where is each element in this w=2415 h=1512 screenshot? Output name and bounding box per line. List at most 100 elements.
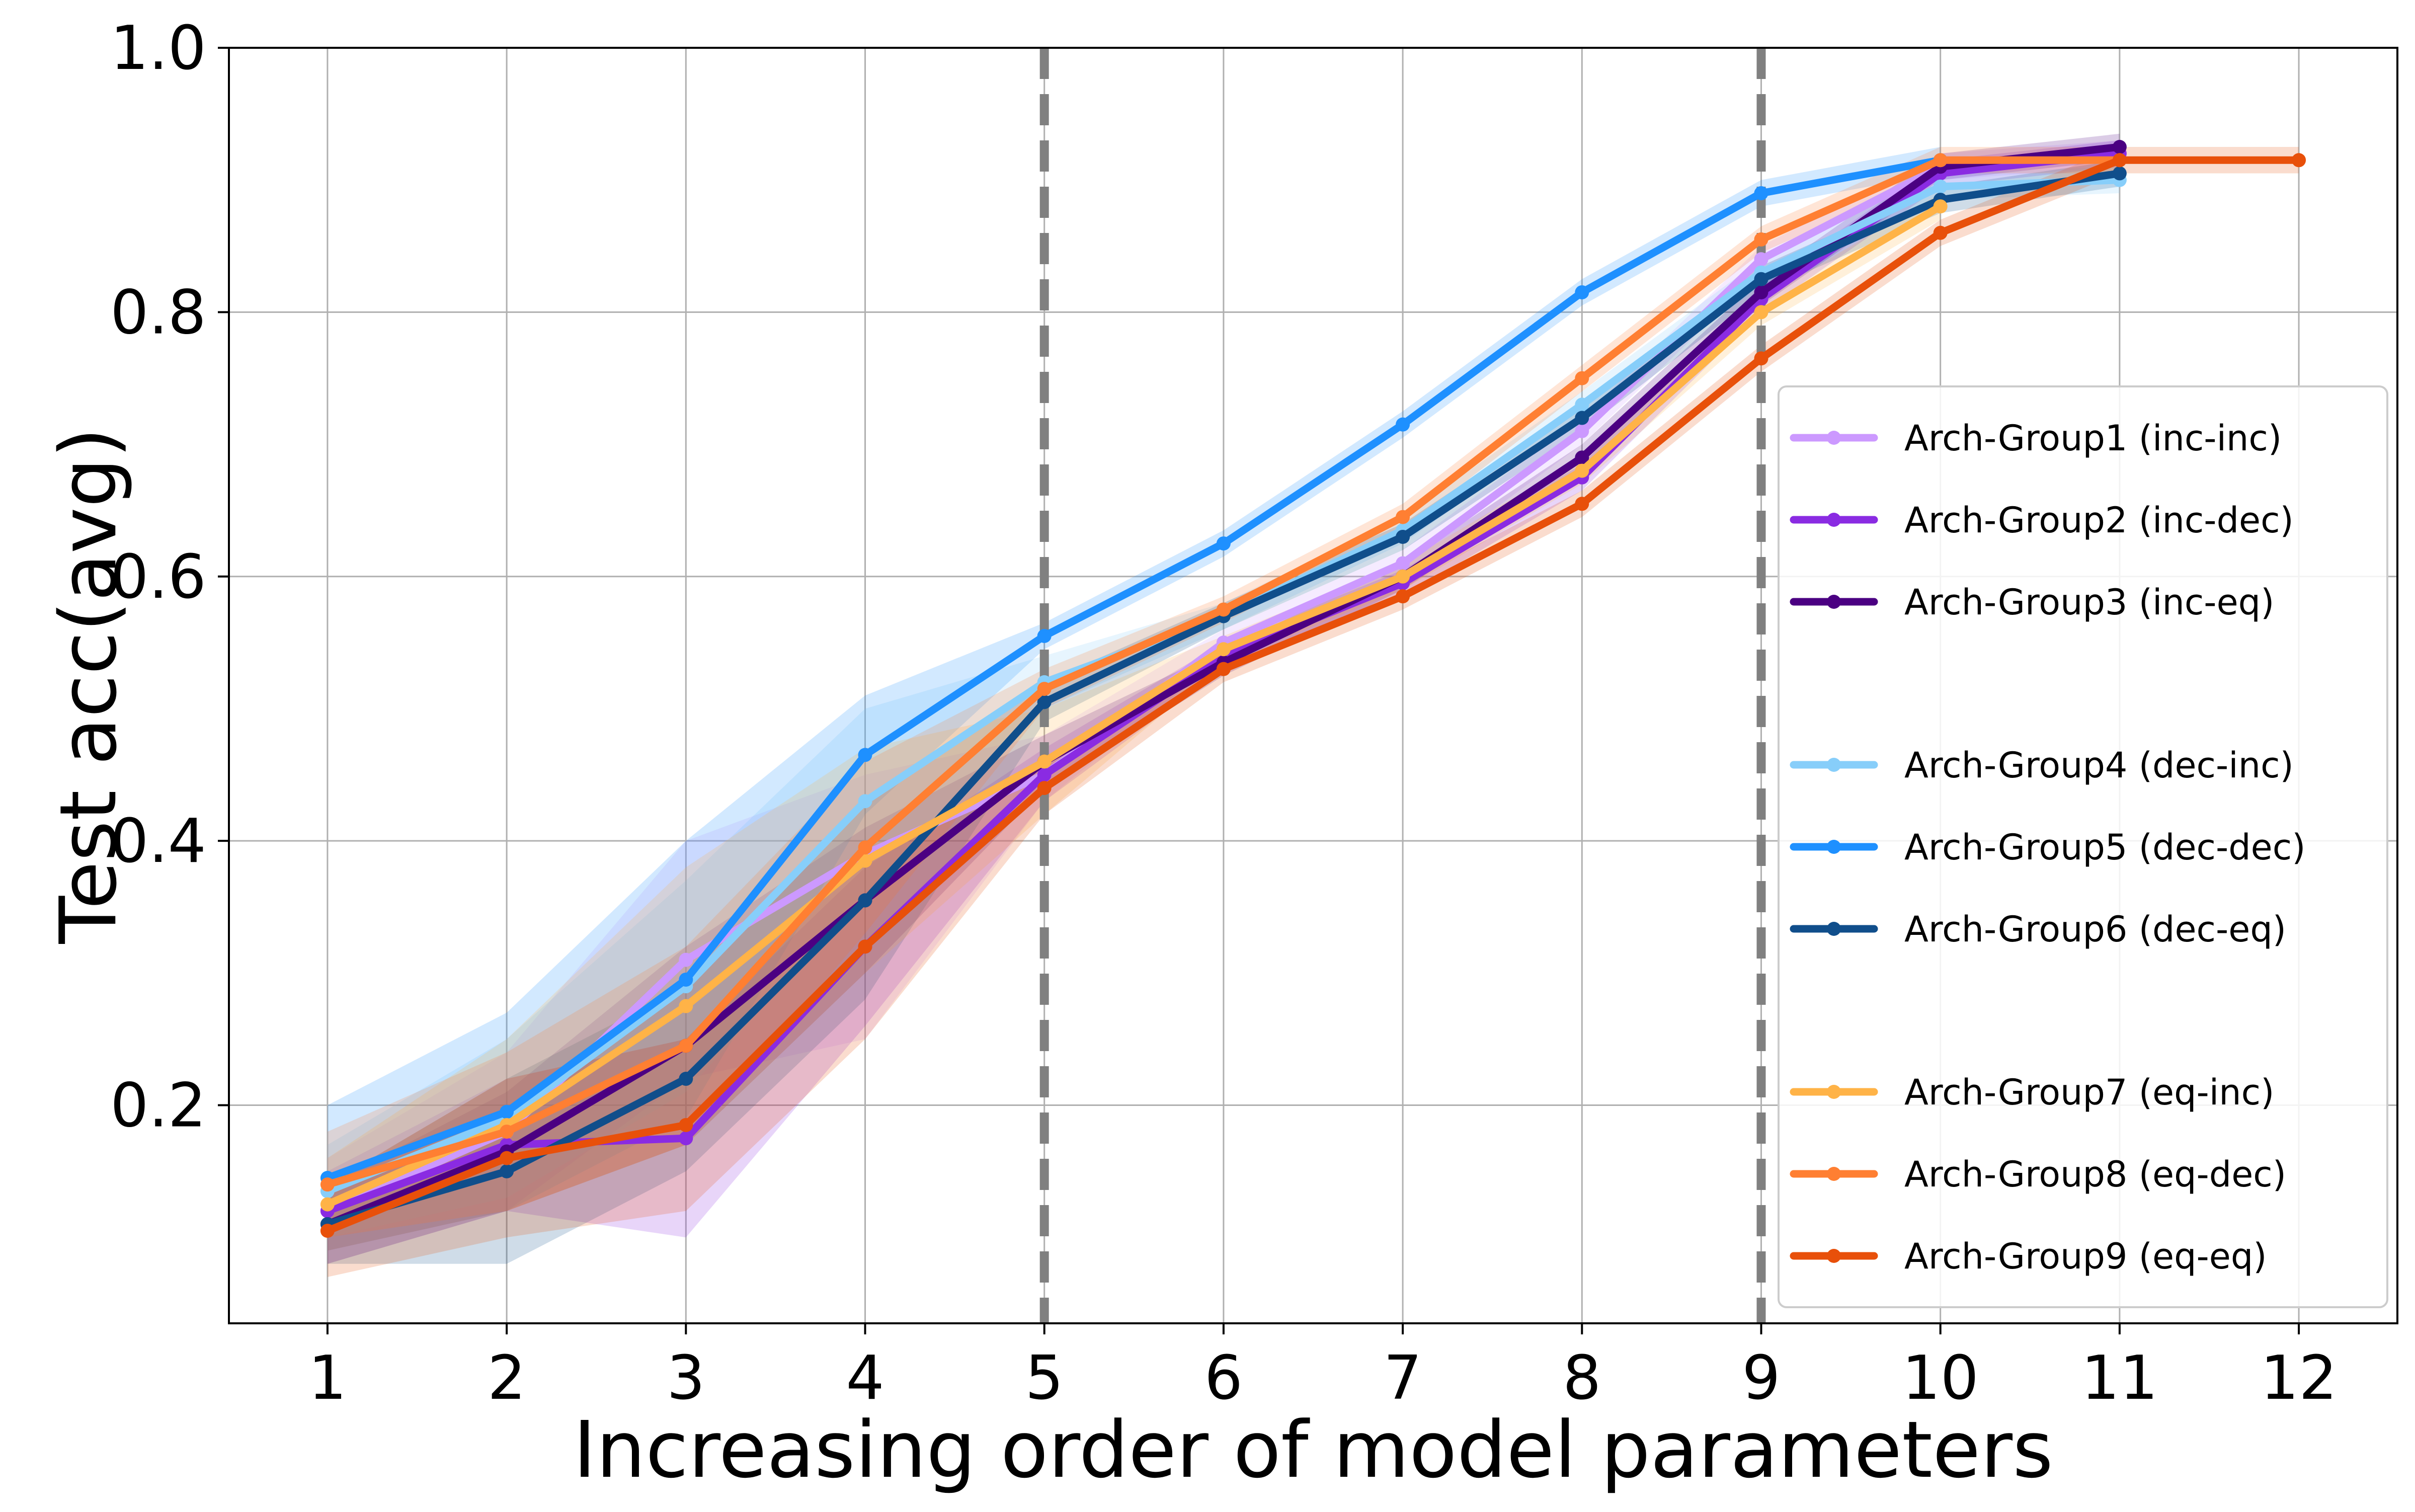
data-point — [1933, 225, 1948, 240]
x-axis-label: Increasing order of model parameters — [573, 1404, 2053, 1495]
x-tick-label: 4 — [846, 1343, 884, 1413]
data-point — [1575, 450, 1589, 465]
x-tick-label: 5 — [1025, 1343, 1064, 1413]
confidence-band — [327, 140, 2120, 1264]
series-line — [324, 202, 1945, 1209]
x-tick-label: 11 — [2081, 1343, 2158, 1413]
data-point — [858, 794, 872, 809]
data-point — [679, 952, 693, 967]
series-line — [324, 156, 2303, 1235]
x-tick-label: 10 — [1902, 1343, 1979, 1413]
legend-label: Arch-Group2 (inc-dec) — [1904, 500, 2294, 541]
y-tick-label: 0.2 — [110, 1071, 206, 1141]
data-point — [858, 853, 872, 868]
series-line — [324, 156, 1945, 1182]
x-tick-label: 9 — [1742, 1343, 1780, 1413]
legend-marker — [1827, 595, 1841, 609]
data-point — [858, 939, 872, 954]
legend-marker — [1827, 431, 1841, 445]
data-point — [500, 1104, 514, 1119]
data-point — [1216, 662, 1231, 676]
data-point — [1754, 186, 1768, 200]
data-point — [1037, 628, 1052, 643]
legend: Arch-Group1 (inc-inc) Arch-Group2 (inc-de… — [1778, 385, 2388, 1308]
data-point — [1216, 602, 1231, 617]
data-point — [858, 840, 872, 855]
y-tick-label: 0.4 — [110, 807, 206, 877]
y-tick-label: 1.0 — [110, 14, 206, 84]
legend-marker — [1827, 758, 1841, 772]
y-axis-label: Test acc(avg) — [43, 428, 134, 944]
data-point — [679, 999, 693, 1013]
data-point — [679, 1072, 693, 1086]
data-point — [1575, 397, 1589, 412]
legend-marker — [1827, 1167, 1841, 1181]
x-tick-label: 3 — [667, 1343, 705, 1413]
x-tick-label: 8 — [1563, 1343, 1601, 1413]
data-point — [1037, 754, 1052, 769]
series-lines — [320, 140, 2306, 1238]
data-point — [1575, 497, 1589, 511]
data-point — [1037, 781, 1052, 795]
data-point — [858, 893, 872, 908]
y-tick-label: 0.6 — [110, 542, 206, 612]
data-point — [1216, 642, 1231, 657]
legend-marker — [1827, 840, 1841, 854]
data-point — [2112, 153, 2127, 168]
confidence-band — [327, 133, 2120, 1264]
confidence-band — [327, 147, 1941, 1251]
x-tick-label: 6 — [1204, 1343, 1243, 1413]
data-point — [1575, 463, 1589, 478]
data-point — [2112, 166, 2127, 181]
legend-label: Arch-Group9 (eq-eq) — [1904, 1236, 2267, 1277]
legend-marker — [1827, 1085, 1841, 1099]
legend-label: Arch-Group7 (eq-inc) — [1904, 1072, 2274, 1113]
confidence-band — [327, 193, 1941, 1251]
data-point — [1396, 569, 1410, 584]
data-point — [679, 1131, 693, 1146]
data-point — [1754, 305, 1768, 320]
legend-marker — [1827, 1249, 1841, 1263]
legend-label: Arch-Group8 (eq-dec) — [1904, 1154, 2286, 1195]
confidence-band — [327, 147, 2120, 1238]
data-point — [858, 748, 872, 762]
data-point — [1754, 285, 1768, 299]
data-point — [1575, 371, 1589, 385]
data-point — [1037, 767, 1052, 782]
legend-box — [1778, 385, 2388, 1308]
data-point — [1933, 179, 1948, 194]
data-point — [320, 1197, 335, 1212]
data-point — [500, 1164, 514, 1178]
data-point — [2112, 140, 2127, 154]
data-point — [1575, 285, 1589, 299]
data-point — [1396, 417, 1410, 432]
axis-ticks: 1 2 3 4 5 6 7 8 9 10 11 120.20.40.60.81.0 — [110, 14, 2337, 1413]
x-tick-label: 2 — [488, 1343, 526, 1413]
data-point — [679, 1039, 693, 1053]
data-point — [320, 1177, 335, 1192]
legend-label: Arch-Group3 (inc-eq) — [1904, 582, 2274, 623]
plot-frame — [228, 47, 2398, 1324]
data-point — [1396, 529, 1410, 544]
data-point — [320, 1224, 335, 1238]
data-point — [1933, 153, 1948, 168]
legend-label: Arch-Group5 (dec-dec) — [1904, 827, 2306, 868]
data-point — [1396, 510, 1410, 524]
data-point — [1575, 424, 1589, 438]
data-point — [1037, 695, 1052, 709]
data-point — [1933, 199, 1948, 214]
data-point — [679, 972, 693, 987]
legend-marker — [1827, 513, 1841, 527]
data-point — [1754, 272, 1768, 286]
data-point — [1396, 589, 1410, 604]
x-tick-label: 12 — [2261, 1343, 2338, 1413]
data-point — [1396, 556, 1410, 571]
legend-marker — [1827, 922, 1841, 936]
data-point — [1754, 252, 1768, 267]
data-point — [1216, 536, 1231, 551]
x-tick-label: 7 — [1384, 1343, 1422, 1413]
data-point — [1754, 351, 1768, 366]
data-point — [1037, 682, 1052, 696]
